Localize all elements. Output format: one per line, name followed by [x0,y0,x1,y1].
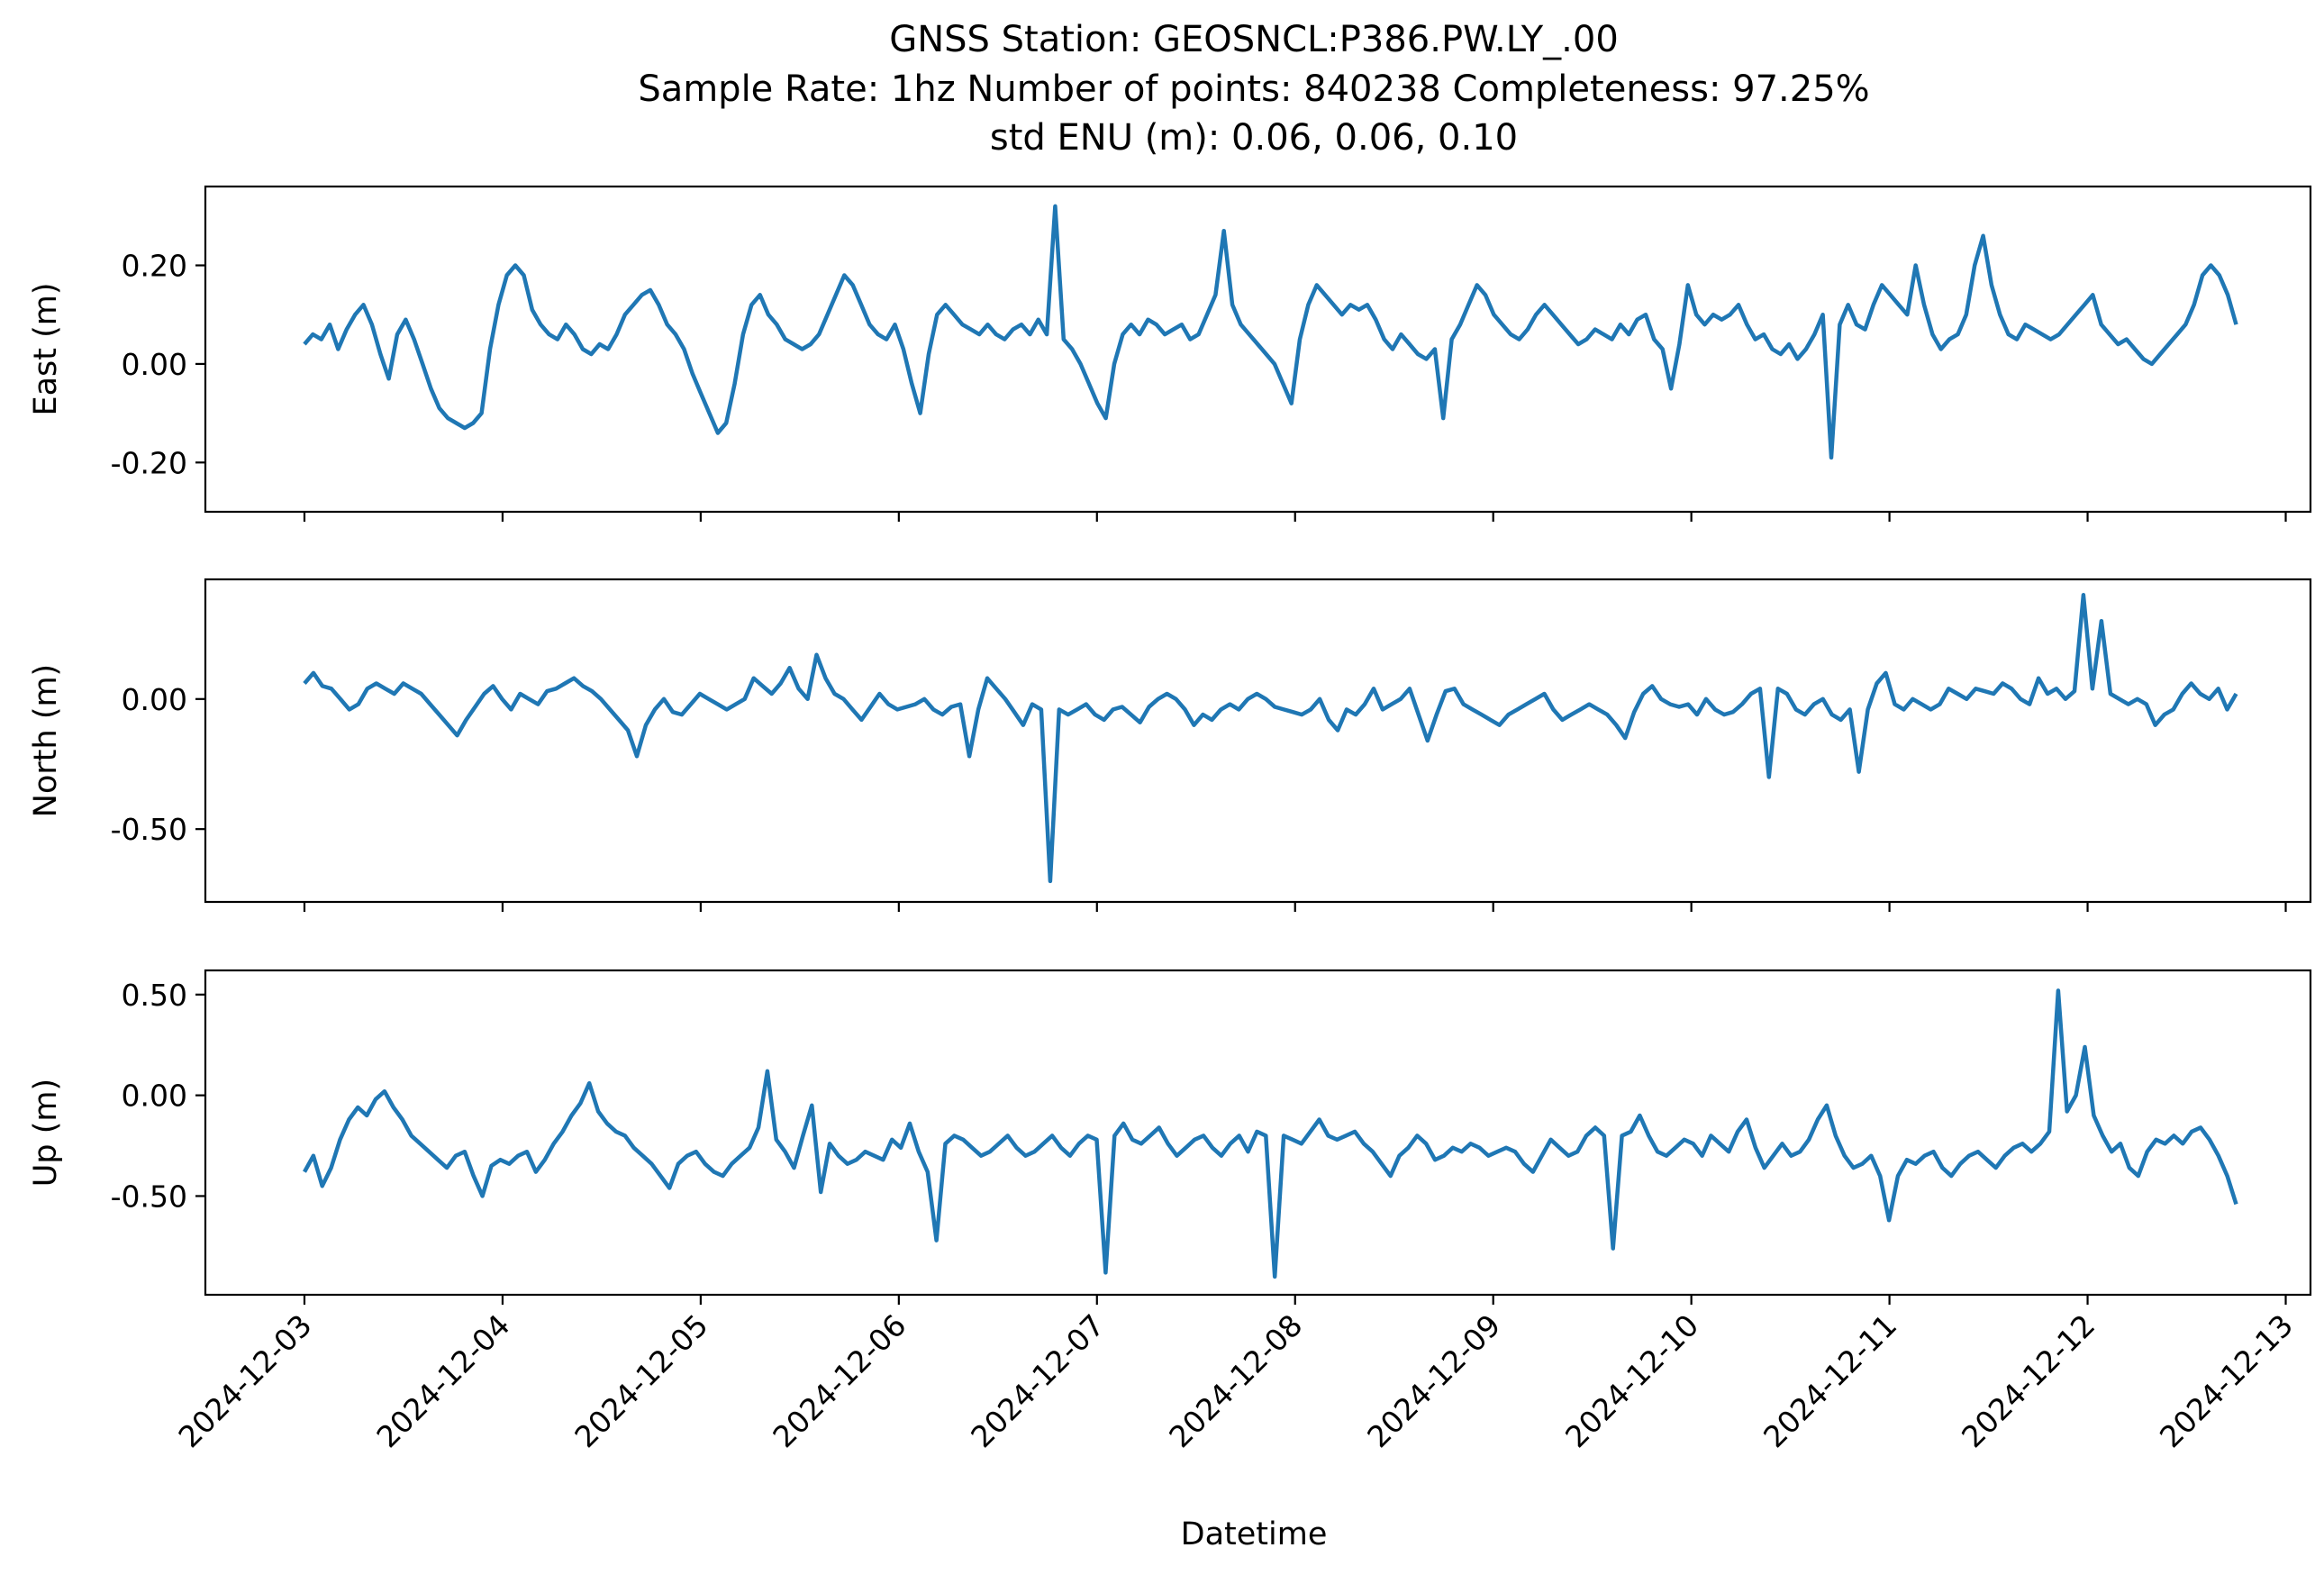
title-line-std: std ENU (m): 0.06, 0.06, 0.10 [990,117,1518,159]
y-tick-label: -0.50 [111,1179,187,1214]
y-tick-label: 0.00 [122,682,187,717]
y-tick-label: -0.20 [111,445,187,480]
series-line [303,988,2238,1279]
y-axis-label: Up (m) [28,1079,64,1187]
y-tick-label: 0.20 [122,249,187,284]
y-axis-label: East (m) [28,282,64,415]
axes-frame [204,969,2312,1297]
x-axis-label: Datetime [1181,1516,1328,1552]
axes-frame [204,185,2312,514]
title-line-sampling: Sample Rate: 1hz Number of points: 84023… [638,68,1869,110]
y-tick-label: 0.50 [122,978,187,1013]
series-line [303,593,2238,884]
y-tick-label: -0.50 [111,812,187,847]
axes-frame [204,578,2312,904]
y-axis-label: North (m) [28,664,64,817]
title-line-station: GNSS Station: GEOSNCL:P386.PW.LY_.00 [889,19,1619,60]
figure-title: GNSS Station: GEOSNCL:P386.PW.LY_.00 Sam… [638,19,1869,159]
y-tick-label: 0.00 [122,1079,187,1114]
east-panel: -0.20 0.00 0.20 East (m) [28,185,2312,522]
series-line [303,204,2238,460]
y-tick-label: 0.00 [122,347,187,382]
north-panel: -0.50 0.00 North (m) [28,578,2312,912]
